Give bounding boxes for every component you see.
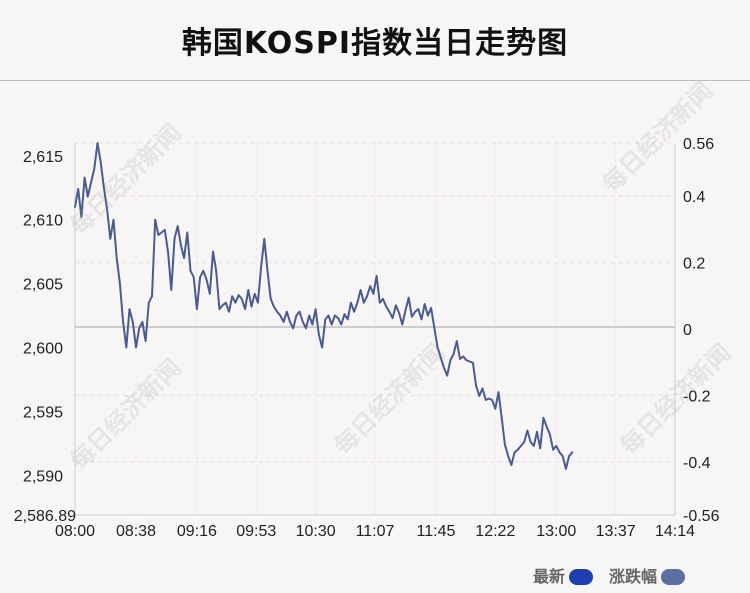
x-tick-label: 09:16 <box>177 523 217 540</box>
y-tick-label-right: 0.4 <box>683 189 705 206</box>
y-tick-label-left: 2,590 <box>23 468 63 485</box>
series-line-kospi <box>74 142 574 470</box>
title-divider <box>0 80 750 81</box>
y-tick-label-right: 0 <box>683 322 692 339</box>
y-tick-label-right: -0.4 <box>683 455 711 472</box>
chart-title: 韩国KOSPI指数当日走势图 <box>181 26 569 61</box>
x-tick-label: 11:07 <box>356 523 395 540</box>
x-tick-label: 13:00 <box>536 523 576 540</box>
y-tick-label-left: 2,605 <box>23 277 63 294</box>
y-tick-label-right: -0.2 <box>683 388 711 405</box>
x-tick-label: 11:45 <box>417 523 456 540</box>
legend-change: 涨跌幅 <box>609 563 686 587</box>
legend-swatch-latest <box>569 569 594 585</box>
legend-swatch-change <box>661 569 686 585</box>
legend-latest: 最新 <box>533 563 594 587</box>
legend-label-latest: 最新 <box>533 567 566 586</box>
y-tick-label-left: 2,600 <box>23 340 63 357</box>
y-tick-label-left: 2,610 <box>23 213 63 230</box>
x-tick-label: 08:00 <box>55 523 95 540</box>
y-tick-label-left: 2,595 <box>23 404 63 421</box>
y-min-label-left: 2,586.89 <box>14 508 76 525</box>
x-tick-label: 08:38 <box>116 523 156 540</box>
x-tick-label: 10:30 <box>296 523 336 540</box>
legend-label-change: 涨跌幅 <box>609 567 658 586</box>
x-tick-label: 12:22 <box>475 523 515 540</box>
x-tick-label: 14:14 <box>655 523 695 540</box>
x-tick-label: 09:53 <box>236 523 276 540</box>
y-tick-label-right: -0.56 <box>683 508 720 525</box>
x-tick-label: 13:37 <box>596 523 636 540</box>
y-tick-label-right: 0.56 <box>683 136 714 153</box>
y-tick-label-left: 2,615 <box>23 149 63 166</box>
y-tick-label-right: 0.2 <box>683 256 705 273</box>
